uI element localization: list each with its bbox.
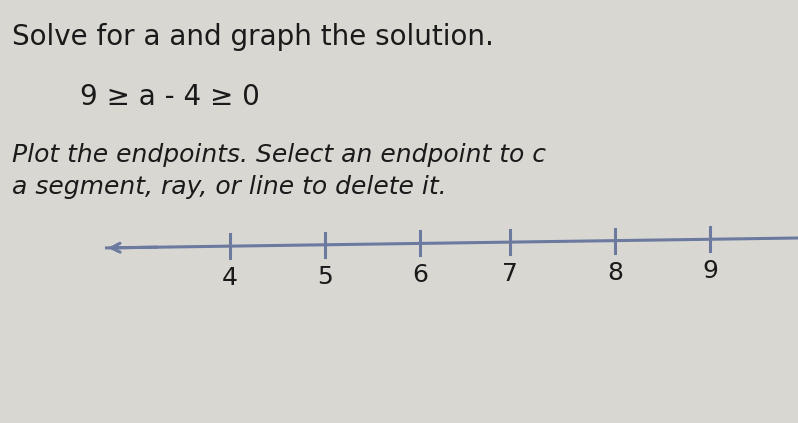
Text: 8: 8 [607,261,623,285]
Text: 9 ≥ a - 4 ≥ 0: 9 ≥ a - 4 ≥ 0 [80,83,260,111]
Text: 6: 6 [412,264,428,287]
Text: Solve for a and graph the solution.: Solve for a and graph the solution. [12,23,494,51]
Text: a segment, ray, or line to delete it.: a segment, ray, or line to delete it. [12,175,447,199]
Text: 7: 7 [502,262,518,286]
Text: Plot the endpoints. Select an endpoint to c: Plot the endpoints. Select an endpoint t… [12,143,546,167]
Text: 4: 4 [222,266,238,290]
Text: 5: 5 [317,265,333,289]
Text: 9: 9 [702,259,718,283]
